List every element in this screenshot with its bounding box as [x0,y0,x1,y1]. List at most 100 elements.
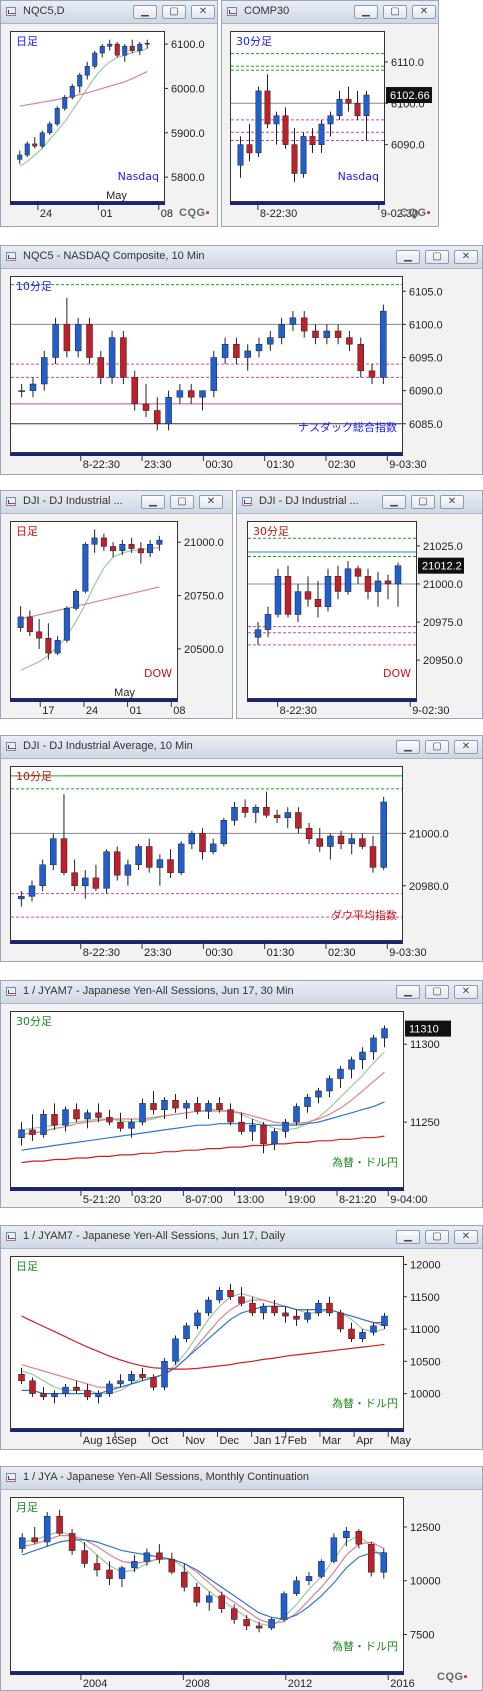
close-button[interactable]: ✕ [440,495,464,509]
candle-body [380,310,387,378]
candle-body [128,1374,135,1382]
chart-plot-area[interactable] [10,1497,404,1672]
chart-window-jya-monthly[interactable]: 1 / JYA - Japanese Yen-All Sessions, Mon… [0,1466,483,1691]
close-button[interactable]: ✕ [412,5,436,19]
candle-body [183,1103,190,1109]
x-tick-label: 01:30 [267,459,295,471]
y-tick-label: 11250 [410,1117,440,1129]
x-tick-label: 9-02:30 [381,208,418,220]
minimize-button[interactable]: ▁ [382,495,406,509]
window-titlebar[interactable]: 1 / JYAM7 - Japanese Yen-All Sessions, J… [1,1226,482,1249]
candle-body [304,591,312,600]
minimize-button[interactable]: ▁ [396,740,420,754]
candle-body [82,877,89,886]
window-titlebar[interactable]: DJI - DJ Industrial ... ▁ ▢ ✕ [237,491,482,514]
minimize-button[interactable]: ▁ [133,5,157,19]
chart-window-nqc5-daily[interactable]: NQC5,D ▁ ▢ ✕ 6100.0 6000.0 5900.0 5800.0 24 0… [0,0,218,227]
window-title: 1 / JYA - Japanese Yen-All Sessions, Mon… [23,1471,309,1483]
maximize-icon: ▢ [418,496,428,507]
window-titlebar[interactable]: DJI - DJ Industrial ... ▁ ▢ ✕ [1,491,232,514]
close-button[interactable]: ✕ [454,1230,478,1244]
candle-body [188,833,196,845]
candle-body [95,1393,102,1398]
candle-body [110,546,117,552]
maximize-button[interactable]: ▢ [170,495,194,509]
x-tick-label: 00:30 [205,459,233,471]
candle-body [54,108,60,125]
maximize-button[interactable]: ▢ [162,5,186,19]
window-titlebar[interactable]: 1 / JYAM7 - Japanese Yen-All Sessions, J… [1,981,482,1004]
x-tick-label: May [390,1435,411,1447]
close-button[interactable]: ✕ [454,985,478,999]
maximize-button[interactable]: ▢ [425,250,449,264]
maximize-button[interactable]: ▢ [425,1230,449,1244]
candle-body [62,1109,69,1126]
chart-window-icon [6,1473,16,1482]
chart-plot-area[interactable] [10,766,403,941]
maximize-button[interactable]: ▢ [383,5,407,19]
window-titlebar[interactable]: NQC5 - NASDAQ Composite, 10 Min ▁ ▢ ✕ [1,246,482,269]
candle-body [282,115,289,145]
x-tick-label: 17 [42,705,54,717]
x-tick-label: 08 [161,208,173,220]
y-tick-label: 20980.0 [409,881,449,893]
close-button[interactable]: ✕ [199,495,223,509]
y-tick-label: 11500 [410,1292,440,1304]
candle-body [300,317,308,332]
candle-body [305,1576,313,1581]
candle-body [18,390,25,392]
candle-body [36,631,43,639]
candle-body [254,629,262,638]
minimize-button[interactable]: ▁ [354,5,378,19]
close-button[interactable]: ✕ [454,740,478,754]
candle-body [51,1393,58,1398]
minimize-button[interactable]: ▁ [396,1230,420,1244]
maximize-button[interactable]: ▢ [411,495,435,509]
chart-window-nasdaq-10min[interactable]: NQC5 - NASDAQ Composite, 10 Min ▁ ▢ ✕ 61… [0,245,483,475]
y-tick-label: 6090.0 [391,140,425,152]
x-axis-bar [10,1672,404,1675]
candle-body [142,403,150,411]
window-titlebar[interactable]: DJI - DJ Industrial Average, 10 Min ▁ ▢ … [1,736,482,759]
candle-body [97,357,105,378]
minimize-icon: ▁ [404,251,412,262]
chart-window-dji-daily[interactable]: DJI - DJ Industrial ... ▁ ▢ ✕ 21000.0 207… [0,490,233,719]
candle-body [238,1296,245,1304]
maximize-button[interactable]: ▢ [425,740,449,754]
close-button[interactable]: ✕ [454,250,478,264]
chart-window-dji-30min[interactable]: DJI - DJ Industrial ... ▁ ▢ ✕ 21025.0 210… [236,490,483,719]
chart-window-jyam7-daily[interactable]: 1 / JYAM7 - Japanese Yen-All Sessions, J… [0,1225,483,1450]
window-titlebar[interactable]: 1 / JYA - Japanese Yen-All Sessions, Mon… [1,1467,482,1490]
candle-body [60,838,68,873]
chart-window-comp30[interactable]: COMP30 ▁ ▢ ✕ 6110.0 6100.0 6090.0 8-22:30 9-… [221,0,439,227]
chart-window-dji-10min[interactable]: DJI - DJ Industrial Average, 10 Min ▁ ▢ … [0,735,483,962]
candle-body [154,410,161,425]
moving-average-line [22,1539,384,1621]
minimize-button[interactable]: ▁ [396,250,420,264]
candle-body [68,1533,76,1551]
candle-body [243,1619,250,1627]
window-titlebar[interactable]: NQC5,D ▁ ▢ ✕ [1,1,217,24]
minimize-button[interactable]: ▁ [396,985,420,999]
chart-svg: 11300 11250 5-21:20 03:20 8-07:00 13:00 19:00 8… [10,1015,451,1206]
x-tick-label: 01:30 [267,947,295,959]
candle-body [113,851,121,876]
candle-body [268,1619,275,1629]
candle-body [216,1103,223,1110]
close-button[interactable]: ✕ [191,5,215,19]
candle-body [28,885,36,897]
candle-body [41,357,48,385]
candle-body [84,1390,91,1398]
chart-window-jyam7-30min[interactable]: 1 / JYAM7 - Japanese Yen-All Sessions, J… [0,980,483,1208]
chart-plot-area[interactable] [10,31,165,202]
candle-body [172,1100,179,1109]
candle-body [337,1312,344,1330]
window-titlebar[interactable]: COMP30 ▁ ▢ ✕ [222,1,438,24]
x-sub-label: May [106,190,127,202]
maximize-icon: ▢ [390,6,400,17]
maximize-button[interactable]: ▢ [425,985,449,999]
chart-plot-area[interactable] [10,1256,404,1429]
minimize-button[interactable]: ▁ [141,495,165,509]
window-title: DJI - DJ Industrial Average, 10 Min [23,740,193,752]
y-tick-label: 10000 [410,1576,441,1588]
